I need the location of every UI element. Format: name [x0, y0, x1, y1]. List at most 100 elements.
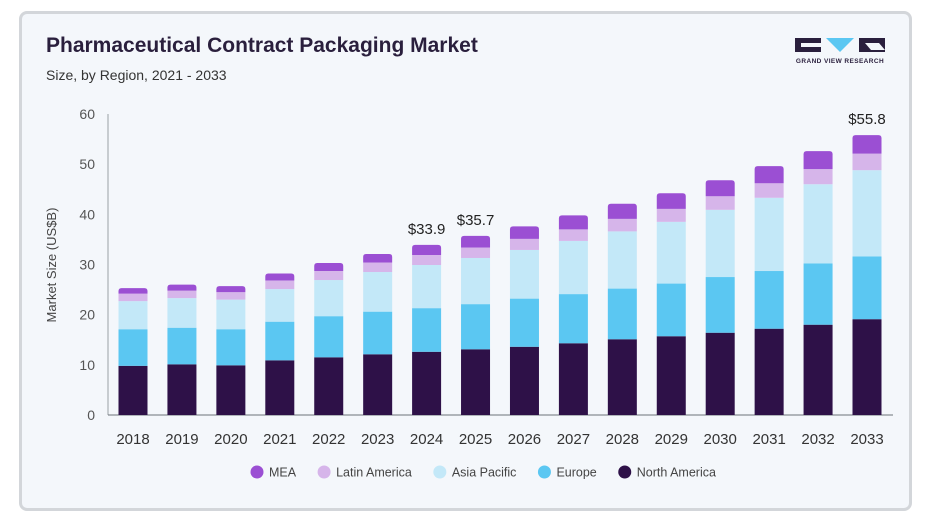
y-tick-label: 20 [79, 307, 95, 323]
legend-item-latin-america: Latin America [317, 465, 412, 480]
bar-segment-north-america [656, 336, 686, 415]
bar-stack-2031 [754, 166, 784, 415]
bar-segment-europe [461, 304, 491, 350]
bar-segment-mea [216, 286, 246, 293]
bar-segment-latin-america [558, 229, 588, 241]
bar-segment-asia-pacific [412, 265, 442, 309]
legend-swatch [618, 465, 632, 479]
legend-swatch [537, 465, 551, 479]
y-tick-label: 50 [79, 156, 95, 172]
bar-segment-north-america [265, 360, 295, 415]
bar-segment-europe [216, 329, 246, 366]
bar-stack-2032 [803, 151, 833, 415]
total-value-label: $35.7 [457, 212, 495, 229]
bar-segment-europe [656, 283, 686, 337]
bar-segment-north-america [216, 365, 246, 415]
legend-label: Asia Pacific [452, 466, 517, 480]
bar-stack-2028 [607, 203, 637, 415]
legend-item-north-america: North America [618, 465, 716, 480]
chart-legend: MEA Latin America Asia Pacific Europe North … [250, 465, 716, 480]
x-tick-label: 2022 [312, 431, 345, 448]
logo-text: GRAND VIEW RESEARCH [795, 58, 885, 65]
bar-segment-north-america [461, 349, 491, 415]
x-tick-label: 2029 [655, 431, 688, 448]
bar-segment-mea [314, 262, 344, 272]
bar-segment-asia-pacific [852, 170, 882, 257]
legend-label: North America [637, 466, 716, 480]
x-tick-label: 2023 [361, 431, 394, 448]
x-tick-label: 2033 [850, 431, 883, 448]
bar-segment-europe [363, 311, 393, 355]
bar-segment-mea [118, 288, 148, 294]
bar-segment-mea [509, 226, 539, 239]
chart-title: Pharmaceutical Contract Packaging Market [46, 34, 478, 57]
bar-segment-europe [607, 288, 637, 340]
bar-segment-asia-pacific [656, 221, 686, 284]
bar-stack-2029 [656, 193, 686, 415]
bar-segment-asia-pacific [167, 298, 197, 328]
x-tick-label: 2027 [557, 431, 590, 448]
bar-segment-asia-pacific [607, 231, 637, 289]
y-tick-label: 60 [79, 106, 95, 122]
total-value-label: $33.9 [408, 221, 446, 238]
bar-stack-2033 [852, 135, 882, 415]
chart-subtitle: Size, by Region, 2021 - 2033 [46, 67, 227, 83]
x-tick-label: 2032 [801, 431, 834, 448]
bar-segment-north-america [852, 319, 882, 415]
y-tick-label: 0 [87, 407, 95, 423]
bar-stack-2026 [509, 226, 539, 415]
bar-segment-asia-pacific [216, 299, 246, 330]
bar-segment-mea [363, 253, 393, 263]
bar-segment-europe [754, 271, 784, 329]
y-tick-label: 40 [79, 206, 95, 222]
bar-stack-2019 [167, 284, 197, 415]
bar-segment-north-america [754, 328, 784, 415]
legend-swatch [317, 465, 331, 479]
bar-segment-north-america [607, 339, 637, 415]
bar-segment-north-america [118, 365, 148, 415]
x-tick-label: 2024 [410, 431, 443, 448]
bar-segment-latin-america [265, 280, 295, 290]
bar-segment-europe [314, 316, 344, 358]
legend-item-mea: MEA [250, 465, 297, 480]
y-tick-label: 10 [79, 357, 95, 373]
x-tick-label: 2019 [165, 431, 198, 448]
bar-segment-asia-pacific [509, 249, 539, 299]
bar-segment-north-america [314, 357, 344, 415]
bar-segment-latin-america [803, 169, 833, 185]
x-tick-label: 2028 [606, 431, 639, 448]
bar-segment-latin-america [216, 292, 246, 300]
bar-segment-latin-america [412, 254, 442, 266]
bar-stack-2024 [412, 244, 442, 415]
legend-label: MEA [269, 466, 297, 480]
bar-segment-latin-america [852, 153, 882, 171]
bar-segment-asia-pacific [363, 272, 393, 312]
bar-segment-mea [803, 151, 833, 170]
bar-segment-north-america [363, 354, 393, 415]
x-tick-label: 2031 [752, 431, 785, 448]
y-axis-label: Market Size (US$B) [44, 208, 59, 323]
bar-segment-europe [167, 327, 197, 365]
x-tick-label: 2025 [459, 431, 492, 448]
bar-segment-asia-pacific [314, 280, 344, 317]
bar-segment-mea [558, 215, 588, 230]
bar-segment-asia-pacific [705, 209, 735, 278]
bar-segment-mea [167, 284, 197, 291]
bar-stack-2025 [461, 235, 491, 415]
bar-segment-north-america [509, 346, 539, 415]
bar-segment-asia-pacific [754, 197, 784, 272]
bar-segment-latin-america [656, 208, 686, 222]
bar-segment-europe [705, 277, 735, 333]
bar-segment-latin-america [314, 271, 344, 281]
bar-segment-latin-america [754, 183, 784, 198]
bar-stack-2021 [265, 273, 295, 415]
grand-view-research-logo: GRAND VIEW RESEARCH [795, 36, 885, 74]
legend-item-asia-pacific: Asia Pacific [433, 465, 517, 480]
bar-stack-2018 [118, 288, 148, 415]
bar-segment-asia-pacific [803, 184, 833, 264]
bar-segment-latin-america [705, 196, 735, 210]
x-tick-label: 2021 [263, 431, 296, 448]
bar-segment-north-america [167, 364, 197, 415]
bar-segment-latin-america [509, 238, 539, 250]
bar-segment-europe [118, 329, 148, 366]
